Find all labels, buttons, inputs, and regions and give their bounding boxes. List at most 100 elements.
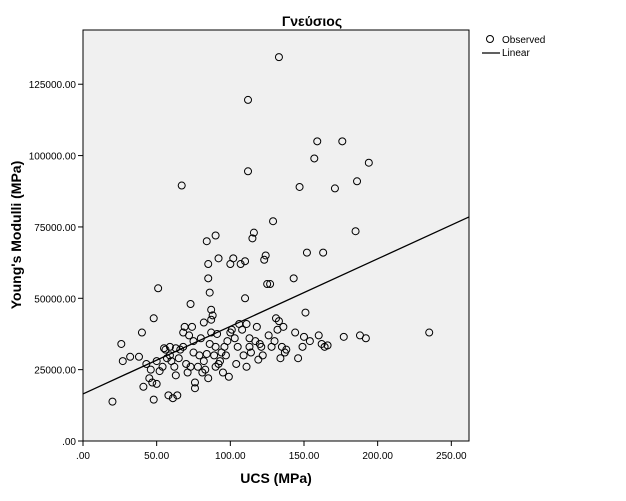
observed-point [211,342,220,351]
observed-point [269,217,278,226]
observed-point [282,345,291,354]
observed-point [323,341,332,350]
observed-point [207,305,216,314]
observed-point [299,332,308,341]
observed-point [266,280,275,289]
observed-point [254,355,263,364]
observed-point [242,362,251,371]
legend-linear-label: Linear [502,48,530,59]
observed-point [195,351,204,360]
observed-point [246,348,255,357]
observed-point [190,378,199,387]
observed-point [270,337,279,346]
legend-observed-marker [486,35,494,43]
observed-point [317,339,326,348]
observed-point [118,357,127,366]
observed-point [302,248,311,257]
observed-point [274,53,283,62]
observed-point [229,254,238,263]
observed-point [338,137,347,146]
observed-point [313,137,322,146]
observed-point [245,342,254,351]
observed-point [134,352,143,361]
observed-point [188,322,197,331]
observed-point [223,337,232,346]
chart-title: Γνεύσιος [282,13,342,29]
observed-point [126,352,135,361]
observed-point [252,322,261,331]
observed-point [185,331,194,340]
observed-point [251,337,260,346]
observed-point [205,288,214,297]
observed-point [149,314,158,323]
observed-point [261,251,270,260]
observed-point [351,227,360,236]
observed-point [139,382,148,391]
observed-point [330,184,339,193]
x-tick-label: 100.00 [215,451,246,462]
observed-point [241,257,250,266]
observed-point [364,158,373,167]
observed-points [108,53,434,406]
observed-point [257,342,266,351]
x-tick-label: 50.00 [144,451,169,462]
observed-point [272,314,280,323]
observed-point [158,362,167,371]
observed-point [310,154,319,163]
x-tick-label: 200.00 [362,451,393,462]
observed-point [230,334,239,343]
x-tick-label: 250.00 [436,451,467,462]
observed-point [425,328,434,337]
observed-point [165,342,174,351]
observed-point [164,391,173,400]
axis-ticks: .00 50.00 100.00 150.00 200.00 250.00 .00 25000… [29,80,467,462]
y-tick-label: 100000.00 [29,152,77,163]
linear-fit-line [82,216,470,395]
observed-point [244,95,253,104]
y-tick-label: 125000.00 [29,80,77,91]
observed-point [236,260,245,269]
observed-point [319,248,328,257]
x-axis-title: UCS (MPa) [240,470,312,486]
observed-point [152,379,161,388]
observed-point [305,337,314,346]
observed-point [204,374,213,383]
observed-point [207,328,216,337]
observed-point [168,394,177,403]
observed-point [160,344,169,353]
observed-point [216,357,225,366]
observed-point [214,254,223,263]
observed-point [207,315,216,324]
observed-point [117,339,126,348]
observed-point [202,237,211,246]
plot-area [82,29,470,442]
observed-point [146,365,155,374]
observed-point [314,331,323,340]
legend: Observed Linear [482,35,545,59]
observed-point [170,362,179,371]
observed-point [211,362,220,371]
x-tick-label: 150.00 [289,451,320,462]
observed-point [108,397,117,406]
observed-point [263,280,272,289]
observed-point [190,384,199,393]
observed-point [274,317,283,326]
observed-point [291,328,300,337]
linear-fit [82,216,470,395]
observed-point [361,334,370,343]
y-tick-label: .00 [62,437,76,448]
observed-point [171,371,180,380]
observed-point [198,368,207,377]
observed-point [242,319,251,328]
observed-point [353,177,362,186]
observed-point [301,308,310,317]
observed-point [173,391,182,400]
observed-point [218,368,227,377]
observed-point [137,328,146,337]
observed-point [186,300,195,308]
x-tick-label: .00 [76,451,90,462]
y-tick-label: 75000.00 [34,223,76,234]
observed-point [177,181,186,190]
observed-point [193,362,202,371]
